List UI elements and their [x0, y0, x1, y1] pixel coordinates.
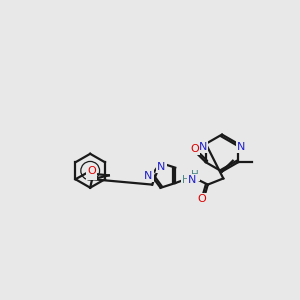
- Text: O: O: [87, 166, 96, 176]
- Text: N: N: [144, 171, 152, 181]
- Text: H: H: [182, 175, 190, 185]
- Text: N: N: [188, 175, 196, 185]
- Text: N: N: [157, 162, 166, 172]
- Text: H: H: [191, 169, 199, 180]
- Text: O: O: [197, 194, 206, 204]
- Text: O: O: [87, 169, 96, 179]
- Text: O: O: [190, 144, 200, 154]
- Text: N: N: [237, 142, 245, 152]
- Text: N: N: [199, 142, 207, 152]
